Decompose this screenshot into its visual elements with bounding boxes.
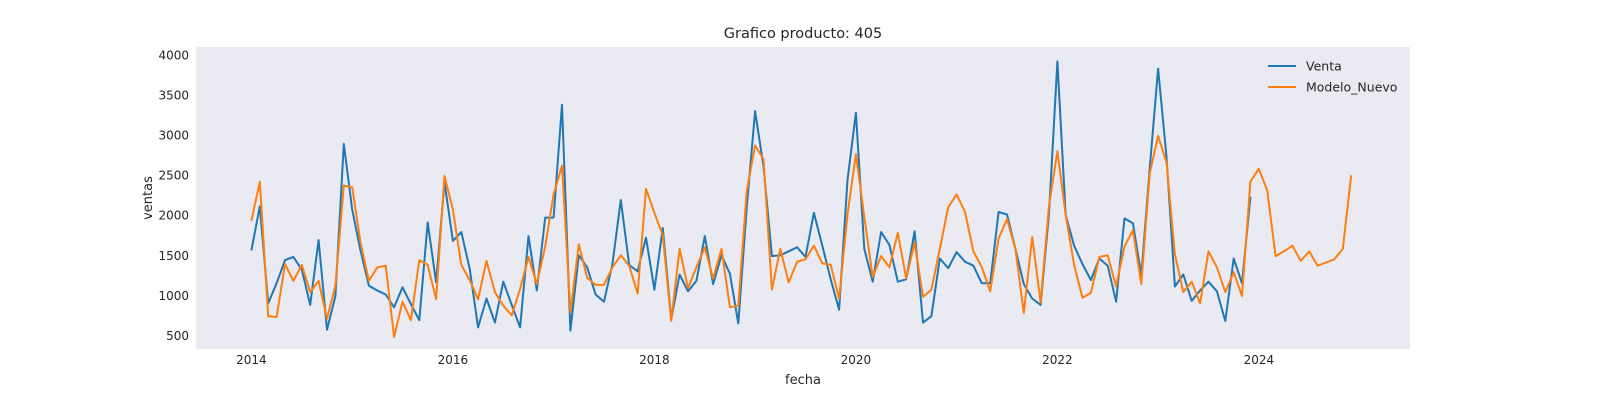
y-tick-label: 2000 <box>158 209 189 223</box>
x-tick-label: 2016 <box>438 353 469 367</box>
y-tick-label: 1000 <box>158 289 189 303</box>
x-tick-label: 2014 <box>236 353 267 367</box>
y-tick-label: 4000 <box>158 49 189 63</box>
y-tick-label: 500 <box>166 329 189 343</box>
series-line-modelo-nuevo <box>250 134 1353 338</box>
y-tick-label: 3500 <box>158 89 189 103</box>
y-tick-label: 2500 <box>158 169 189 183</box>
y-tick-label: 1500 <box>158 249 189 263</box>
x-tick-label: 2024 <box>1244 353 1275 367</box>
x-tick-label: 2020 <box>841 353 872 367</box>
chart-title: Grafico producto: 405 <box>724 26 882 42</box>
legend-entry: Modelo_Nuevo <box>1306 80 1397 95</box>
legend-entry: Venta <box>1306 59 1342 74</box>
x-axis-label: fecha <box>785 373 821 388</box>
series-line-venta <box>250 60 1252 332</box>
y-tick-label: 3000 <box>158 129 189 143</box>
x-tick-label: 2022 <box>1042 353 1073 367</box>
x-tick-label: 2018 <box>639 353 670 367</box>
y-axis-label: ventas <box>141 176 156 220</box>
